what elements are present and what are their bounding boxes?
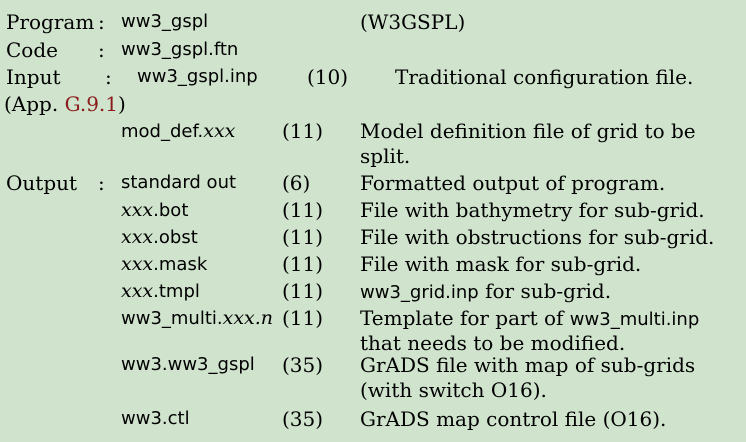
output-desc-line2: (with switch O16). — [360, 378, 547, 402]
program-tag: (W3GSPL) — [360, 10, 466, 34]
output-file-grads: ww3.ww3_gspl — [121, 354, 255, 375]
output-unit: (35) — [282, 353, 324, 377]
input-label: Input — [6, 65, 61, 89]
input-desc: Traditional configuration file. — [395, 65, 694, 89]
code-colon: : — [98, 38, 105, 62]
output-file-obst: xxx.obst — [121, 226, 198, 248]
input-colon: : — [105, 65, 112, 89]
code-label: Code — [6, 38, 58, 62]
output-desc: Template for part of ww3_multi.inp — [360, 306, 700, 330]
output-file-mask: xxx.mask — [121, 253, 208, 275]
mod-def-desc-line1: Model definition file of grid to be — [360, 119, 696, 143]
output-unit: (11) — [282, 279, 324, 303]
appendix-ref: (App. G.9.1) — [4, 92, 126, 116]
output-unit: (11) — [282, 306, 324, 330]
input-file: ww3_gspl.inp — [137, 66, 258, 87]
output-file-bot: xxx.bot — [121, 199, 189, 221]
mod-def-file: mod_def.xxx — [121, 120, 236, 142]
output-desc: GrADS file with map of sub-grids — [360, 353, 696, 377]
output-desc: GrADS map control file (O16). — [360, 407, 667, 431]
code-file: ww3_gspl.ftn — [121, 39, 239, 60]
appendix-link[interactable]: G.9.1 — [64, 92, 119, 116]
output-colon: : — [98, 171, 105, 195]
output-file-tmpl: xxx.tmpl — [121, 280, 200, 302]
mod-def-desc-line2: split. — [360, 144, 411, 168]
output-file-ctl: ww3.ctl — [121, 408, 190, 429]
output-file-standard-out: standard out — [121, 172, 237, 193]
output-unit: (11) — [282, 252, 324, 276]
output-unit: (6) — [282, 171, 311, 195]
output-unit: (35) — [282, 407, 324, 431]
output-desc: File with bathymetry for sub-grid. — [360, 198, 705, 222]
output-label: Output — [6, 171, 78, 195]
mod-def-unit: (11) — [282, 119, 324, 143]
program-name: ww3_gspl — [121, 11, 209, 32]
program-colon: : — [98, 10, 105, 34]
output-file-multi: ww3_multi.xxx.n — [121, 307, 274, 329]
output-desc: File with mask for sub-grid. — [360, 252, 642, 276]
output-desc: File with obstructions for sub-grid. — [360, 225, 715, 249]
output-unit: (11) — [282, 225, 324, 249]
input-unit: (10) — [307, 65, 349, 89]
output-desc: ww3_grid.inp for sub-grid. — [360, 279, 612, 303]
output-unit: (11) — [282, 198, 324, 222]
program-label: Program — [6, 10, 95, 34]
output-desc-line2: that needs to be modified. — [360, 331, 626, 355]
output-desc: Formatted output of program. — [360, 171, 666, 195]
